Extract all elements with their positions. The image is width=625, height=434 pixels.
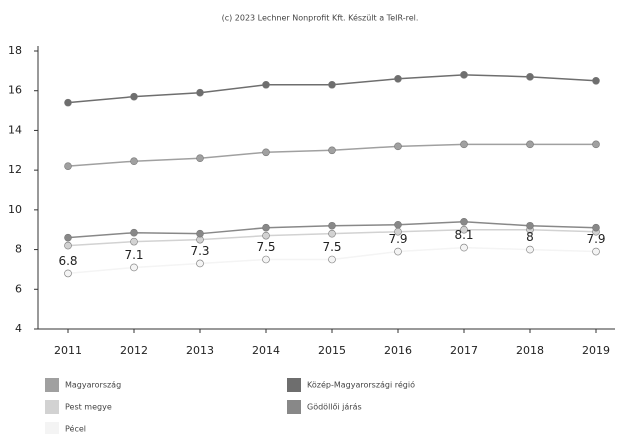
point [328,221,336,230]
point [460,140,468,149]
series-line [67,74,597,104]
y-tick-label: 14 [8,123,22,136]
data-label: 7.9 [388,232,407,246]
point [196,88,204,97]
point [64,269,72,278]
point [196,154,204,163]
legend-swatch [287,400,301,414]
legend-swatch [45,422,59,434]
y-tick-label: 12 [8,163,22,176]
point [394,220,402,229]
y-tick-label: 6 [15,282,22,295]
point [328,229,336,238]
y-tick-label: 4 [15,322,22,335]
x-tick-label: 2014 [252,344,280,357]
point [64,98,72,107]
point [526,140,534,149]
point [196,229,204,238]
x-tick-label: 2017 [450,344,478,357]
legend-label: Pest megye [65,403,112,412]
x-tick-label: 2019 [582,344,610,357]
point [262,80,270,89]
data-label: 7.1 [124,248,143,262]
point [460,71,468,79]
point [394,247,402,256]
point [262,255,270,264]
point [130,92,138,101]
point [196,259,204,268]
data-label: 7.9 [586,232,605,246]
point [460,243,468,252]
x-tick-label: 2013 [186,344,214,357]
legend-label: Magyarország [65,381,121,390]
point [592,76,600,85]
x-tick-label: 2012 [120,344,148,357]
point [130,157,138,166]
x-tick-label: 2011 [54,344,82,357]
y-tick-label: 8 [15,243,22,256]
point [328,80,336,89]
legend-label: Közép-Magyarországi régió [307,380,415,390]
x-tick-label: 2016 [384,344,412,357]
data-label: 7.5 [256,240,275,254]
data-label: 7.3 [190,244,209,258]
legend-label: Pécel [65,424,86,434]
y-tick-label: 16 [8,84,22,97]
legend-swatch [45,400,59,414]
x-tick-label: 2015 [318,344,346,357]
point [460,217,468,226]
point [130,228,138,237]
point [592,140,600,149]
point [64,162,72,170]
point [64,233,72,242]
data-label: 7.5 [322,240,341,254]
point [130,237,138,246]
point [526,73,534,81]
point [592,247,600,256]
point [592,223,600,232]
point [64,241,72,250]
data-label: 6.8 [58,254,77,268]
data-label: 8 [526,230,534,244]
y-tick-label: 10 [8,203,22,216]
legend-swatch [287,378,301,392]
point [262,223,270,232]
data-label: 8.1 [454,228,473,242]
point [460,225,468,234]
chart-title: (c) 2023 Lechner Nonprofit Kft. Készült … [222,13,419,23]
point [328,146,336,155]
point [130,263,138,272]
point [262,148,270,157]
y-tick-label: 18 [8,44,22,57]
point [526,245,534,254]
legend-label: Gödöllői járás [307,403,362,412]
point [262,231,270,240]
point [328,255,336,264]
point [394,142,402,151]
point [526,221,534,230]
x-tick-label: 2018 [516,344,544,357]
legend-swatch [45,378,59,392]
point [394,75,402,83]
